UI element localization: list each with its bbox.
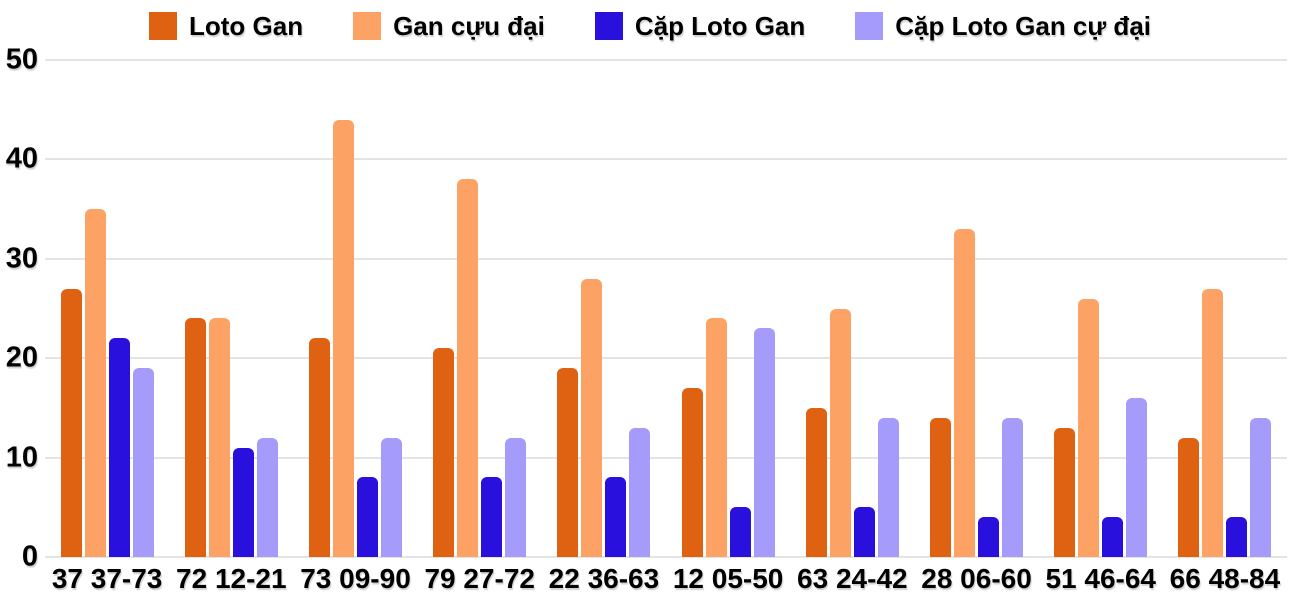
- bar[interactable]: [581, 278, 603, 557]
- bar[interactable]: [256, 437, 278, 557]
- legend-item-4[interactable]: Cặp Loto Gan cự đại: [855, 11, 1151, 42]
- x-axis-category-label: 22 36-63: [548, 563, 660, 594]
- plot-area: 0 10 20 30 40 50: [6, 45, 1287, 571]
- bar-group-12-05-50: [666, 60, 790, 557]
- x-axis-category-label: 12 05-50: [672, 563, 784, 594]
- chart-legend: Loto Gan Gan cựu đại Cặp Loto Gan Cặp Loto …: [0, 8, 1300, 44]
- y-axis-tick-label: 0: [21, 540, 38, 573]
- bar[interactable]: [1226, 517, 1248, 557]
- bar-group-22-36-63: [542, 60, 666, 557]
- bar[interactable]: [381, 437, 402, 557]
- bar[interactable]: [753, 328, 775, 557]
- legend-label: Cặp Loto Gan cự đại: [895, 10, 1151, 41]
- bar-group-73-09-90: [293, 60, 417, 557]
- y-axis-tick-label: 10: [5, 441, 38, 474]
- gridline-y0: [45, 556, 1287, 558]
- bar[interactable]: [877, 417, 899, 557]
- bar[interactable]: [978, 517, 1000, 557]
- legend-item-2[interactable]: Gan cựu đại: [353, 11, 545, 42]
- bar[interactable]: [557, 368, 579, 557]
- bar[interactable]: [705, 318, 727, 557]
- bar[interactable]: [333, 119, 354, 557]
- gridline-y50: [45, 59, 1287, 61]
- bar[interactable]: [805, 407, 827, 557]
- bar-group-72-12-21: [169, 60, 293, 557]
- x-axis-category-label: 79 27-72: [424, 563, 535, 594]
- bar-group-37-37-73: [45, 60, 169, 557]
- bar[interactable]: [505, 437, 527, 557]
- bar-group-63-24-42: [790, 60, 914, 557]
- bar[interactable]: [1102, 517, 1124, 557]
- bar[interactable]: [1250, 417, 1272, 557]
- legend-item-3[interactable]: Cặp Loto Gan: [594, 10, 806, 42]
- bar[interactable]: [457, 179, 479, 557]
- y-axis-tick-label: 30: [5, 242, 38, 275]
- x-axis-category-label: 72 12-21: [176, 563, 287, 594]
- bar[interactable]: [1078, 298, 1100, 557]
- bar-groups: [45, 60, 1287, 557]
- bar[interactable]: [108, 338, 130, 557]
- bar[interactable]: [1054, 427, 1076, 557]
- y-axis-tick-label: 50: [5, 43, 38, 76]
- bar[interactable]: [729, 507, 751, 557]
- legend-label: Loto Gan: [188, 10, 304, 41]
- x-axis-labels: 37 37-73 72 12-21 73 09-90 79 27-72 22 36-63…: [45, 560, 1287, 598]
- bar-group-66-48-84: [1163, 60, 1287, 557]
- bar[interactable]: [930, 417, 952, 557]
- bar[interactable]: [954, 228, 976, 557]
- legend-swatch-icon: [594, 12, 623, 40]
- gridline-y40: [45, 158, 1287, 161]
- bar[interactable]: [60, 288, 82, 557]
- bar[interactable]: [681, 388, 703, 557]
- bar-group-51-46-64: [1039, 60, 1163, 557]
- bar[interactable]: [232, 447, 254, 557]
- y-axis-tick-label: 40: [5, 142, 38, 175]
- bar[interactable]: [132, 368, 154, 557]
- legend-label: Cặp Loto Gan: [634, 10, 806, 41]
- bar[interactable]: [629, 427, 651, 557]
- gridline-y20: [45, 357, 1287, 360]
- bar[interactable]: [1126, 397, 1148, 557]
- bar[interactable]: [1002, 417, 1024, 557]
- legend-item-1[interactable]: Loto Gan: [148, 10, 304, 42]
- bar[interactable]: [853, 507, 875, 557]
- bar[interactable]: [1202, 288, 1224, 557]
- bar[interactable]: [1178, 437, 1200, 557]
- x-axis-category-label: 37 37-73: [51, 563, 163, 594]
- bar[interactable]: [829, 308, 851, 557]
- bar[interactable]: [357, 477, 378, 557]
- bar[interactable]: [481, 477, 503, 557]
- legend-swatch-icon: [353, 12, 382, 40]
- y-axis-tick-label: 20: [5, 341, 38, 374]
- legend-swatch-icon: [148, 12, 177, 40]
- gridline-y10: [45, 456, 1287, 459]
- x-axis-category-label: 66 48-84: [1169, 563, 1281, 594]
- legend-label: Gan cựu đại: [393, 10, 545, 41]
- bar-group-79-27-72: [418, 60, 542, 557]
- bar[interactable]: [208, 318, 230, 557]
- bar[interactable]: [605, 477, 627, 557]
- bar[interactable]: [184, 318, 206, 557]
- x-axis-category-label: 73 09-90: [300, 563, 411, 594]
- bar[interactable]: [84, 209, 106, 557]
- bar[interactable]: [433, 348, 455, 557]
- gridline-y30: [45, 257, 1287, 260]
- bar-group-28-06-60: [914, 60, 1038, 557]
- x-axis-category-label: 63 24-42: [797, 563, 908, 594]
- x-axis-category-label: 28 06-60: [921, 563, 1032, 594]
- x-axis-category-label: 51 46-64: [1045, 563, 1156, 594]
- legend-swatch-icon: [855, 12, 884, 40]
- bar[interactable]: [309, 338, 330, 557]
